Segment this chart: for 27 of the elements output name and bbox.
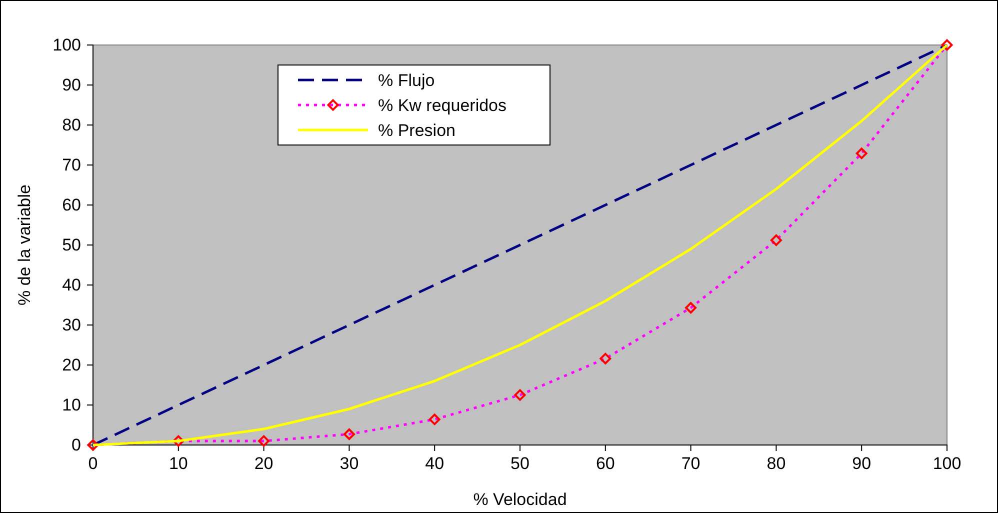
x-tick-label: 30 (340, 454, 359, 474)
x-tick-label: 10 (168, 454, 188, 474)
x-tick-label: 50 (510, 454, 530, 474)
x-tick-label: 0 (88, 454, 98, 474)
legend-label: % Presion (378, 121, 456, 140)
x-tick-label: 70 (681, 454, 700, 474)
y-tick-label: 50 (62, 235, 81, 254)
y-tick-label: 80 (62, 115, 81, 134)
x-tick-label: 40 (425, 454, 444, 474)
y-axis-title: % de la variable (15, 184, 34, 306)
x-tick-label: 90 (852, 454, 872, 474)
y-tick-label: 90 (62, 75, 81, 94)
y-tick-label: 0 (72, 435, 81, 454)
y-tick-label: 20 (62, 355, 81, 374)
y-tick-label: 10 (62, 395, 81, 414)
legend-label: % Kw requeridos (378, 96, 507, 115)
x-axis-title: % Velocidad (473, 490, 567, 509)
y-tick-label: 40 (62, 275, 81, 294)
y-tick-label: 30 (62, 315, 81, 334)
y-tick-label: 100 (52, 35, 81, 54)
y-tick-label: 60 (62, 195, 81, 214)
x-tick-label: 100 (932, 454, 962, 474)
x-tick-label: 20 (254, 454, 274, 474)
legend-label: % Flujo (378, 71, 435, 90)
x-tick-label: 60 (596, 454, 615, 474)
y-tick-label: 70 (62, 155, 81, 174)
x-tick-label: 80 (766, 454, 786, 474)
